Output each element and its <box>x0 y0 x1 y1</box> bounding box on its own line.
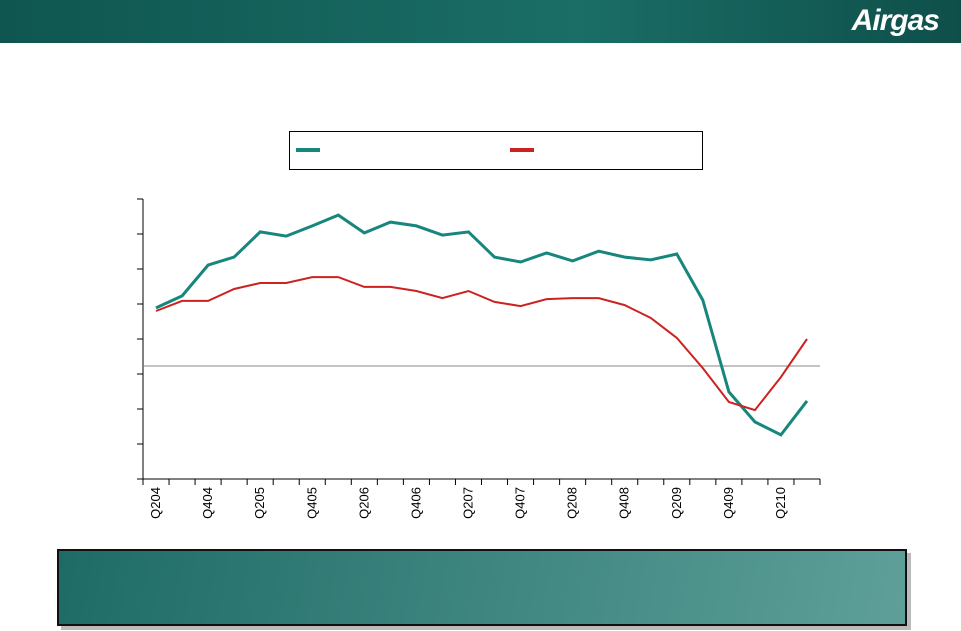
x-tick-label: Q404 <box>200 487 215 519</box>
x-tick-label: Q206 <box>356 487 371 519</box>
x-tick-label: Q408 <box>617 487 632 519</box>
x-tick-label: Q409 <box>721 487 736 519</box>
series-line <box>155 213 809 437</box>
series-line <box>155 276 808 412</box>
x-tick-label: Q207 <box>460 487 475 519</box>
x-tick-label: Q204 <box>148 487 163 519</box>
x-tick-label: Q406 <box>408 487 423 519</box>
x-tick-label: Q205 <box>252 487 267 519</box>
logo: Airgas <box>851 4 940 37</box>
x-tick-label: Q210 <box>773 487 788 519</box>
caption-box <box>57 549 907 626</box>
x-tick-label: Q407 <box>513 487 528 519</box>
legend-box <box>289 131 703 170</box>
x-tick-label: Q405 <box>304 487 319 519</box>
x-tick-label: Q209 <box>669 487 684 519</box>
x-tick-label: Q208 <box>565 487 580 519</box>
header-bar: Airgas <box>0 0 961 43</box>
